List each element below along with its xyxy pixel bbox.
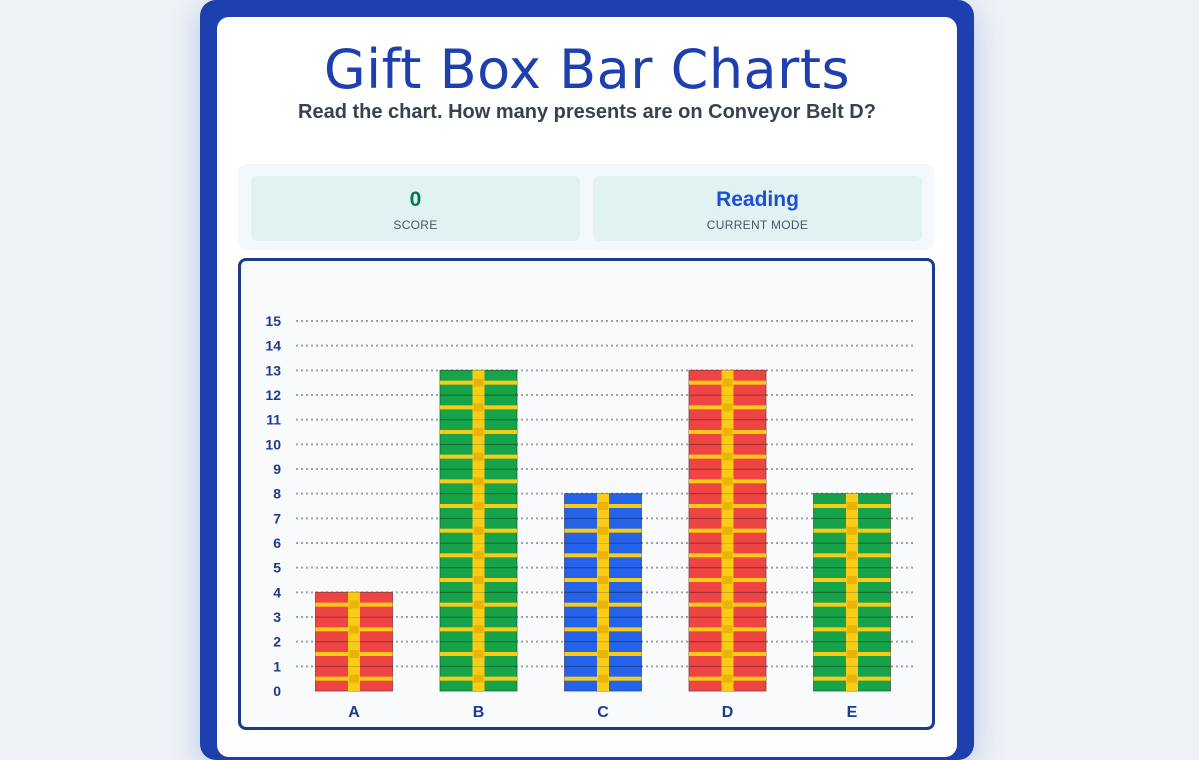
gift-bow: [722, 477, 733, 486]
gift-bow: [847, 650, 857, 658]
gift-bow: [473, 600, 484, 609]
score-label: SCORE: [393, 218, 438, 232]
y-tick-label: 8: [273, 486, 281, 502]
question-text: Read the chart. How many presents are on…: [298, 101, 876, 123]
gift-bow: [598, 526, 608, 535]
x-category-label: B: [473, 704, 485, 721]
gift-bow: [473, 452, 484, 461]
gift-bow: [722, 600, 733, 609]
y-tick-label: 10: [265, 436, 281, 452]
gift-bow: [473, 378, 484, 387]
gift-bow: [598, 576, 608, 584]
gift-bow: [349, 600, 359, 609]
gift-bow: [847, 576, 857, 584]
gift-bow: [473, 576, 484, 584]
y-tick-label: 0: [273, 683, 281, 699]
x-category-label: A: [348, 704, 360, 721]
gift-bow: [598, 650, 608, 658]
y-tick-label: 12: [265, 387, 281, 403]
gift-bow: [598, 551, 608, 560]
gift-bow: [473, 477, 484, 486]
y-tick-label: 9: [273, 461, 281, 477]
gift-bow: [722, 502, 733, 510]
gift-bow: [473, 428, 484, 436]
y-tick-label: 2: [273, 634, 281, 650]
y-tick-label: 4: [273, 584, 281, 600]
gift-bow: [722, 378, 733, 387]
gift-bow: [473, 403, 484, 412]
score-card: 0 SCORE: [251, 176, 580, 241]
page-title: Gift Box Bar Charts: [323, 38, 851, 101]
gift-bow: [473, 674, 484, 683]
mode-value: Reading: [716, 188, 799, 211]
mode-label: CURRENT MODE: [706, 218, 809, 232]
y-tick-label: 3: [273, 609, 281, 625]
y-tick-label: 15: [265, 313, 281, 329]
gift-bow: [473, 551, 484, 560]
gift-bow: [722, 674, 733, 683]
score-value: 0: [409, 188, 422, 211]
y-tick-label: 1: [273, 658, 281, 674]
gift-bow: [598, 625, 608, 634]
x-category-label: C: [597, 704, 609, 721]
stats-panel: 0 SCORE Reading CURRENT MODE: [238, 164, 934, 250]
gift-bow: [722, 403, 733, 412]
gift-bow: [722, 576, 733, 584]
gift-bow: [473, 625, 484, 634]
y-tick-label: 13: [265, 362, 281, 378]
gift-bow: [473, 502, 484, 510]
gift-bow: [598, 674, 608, 683]
gift-bow: [722, 551, 733, 560]
gift-bow: [722, 625, 733, 634]
x-category-label: D: [722, 704, 734, 721]
gift-bow: [722, 452, 733, 461]
gift-bow: [847, 502, 857, 510]
gift-bow: [349, 625, 359, 634]
y-tick-label: 14: [265, 338, 281, 354]
bar-chart: 0 1 2 3 4 5 6 7 8 9 10 11 12 13 14 15 A B C D E: [238, 258, 935, 730]
x-category-label: E: [847, 704, 858, 721]
gift-bow: [722, 526, 733, 535]
gift-bow: [473, 526, 484, 535]
y-tick-label: 11: [266, 412, 281, 428]
gift-bow: [349, 650, 359, 658]
gift-bow: [722, 650, 733, 658]
gift-bow: [847, 600, 857, 609]
gift-bow: [847, 674, 857, 683]
gift-bow: [722, 428, 733, 436]
mode-card: Reading CURRENT MODE: [593, 176, 922, 241]
gift-bow: [598, 600, 608, 609]
gift-bow: [847, 625, 857, 634]
y-tick-label: 7: [273, 510, 281, 526]
y-tick-label: 5: [273, 560, 281, 576]
gift-bow: [847, 526, 857, 535]
gift-bow: [473, 650, 484, 658]
gift-bow: [349, 674, 359, 683]
y-tick-label: 6: [273, 535, 281, 551]
gift-bow: [598, 502, 608, 510]
gift-bow: [847, 551, 857, 560]
